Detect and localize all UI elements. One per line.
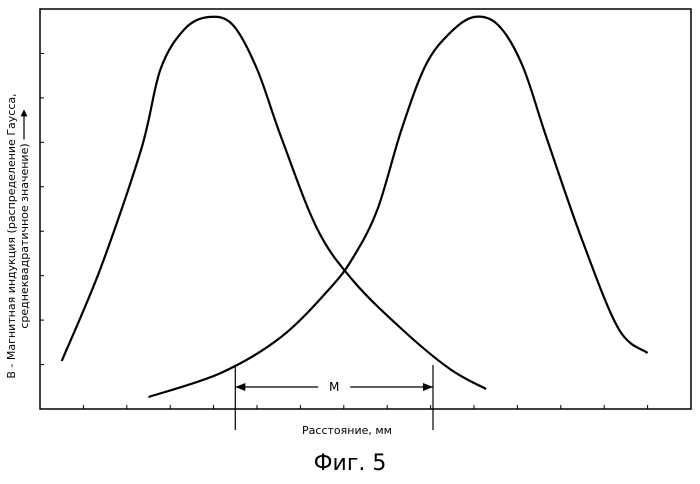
axis-ticks <box>40 53 648 409</box>
y-axis-label-line2-group: среднеквадратичное значение) <box>18 109 31 328</box>
y-axis-arrow-icon <box>21 109 28 139</box>
y-axis-label-line1: B - Магнитная индукция (распределение Га… <box>5 93 18 378</box>
arrow-left-icon <box>235 383 245 391</box>
marker-label: M <box>329 380 339 394</box>
x-axis-label: Расстояние, мм <box>302 424 392 437</box>
distance-marker: M <box>235 365 433 430</box>
curve-right <box>149 17 648 397</box>
plot-frame <box>40 9 691 409</box>
arrow-right-icon <box>423 383 433 391</box>
curves <box>62 17 648 397</box>
figure-caption: Фиг. 5 <box>0 451 700 476</box>
y-axis-label-line2: среднеквадратичное значение) <box>18 143 31 328</box>
